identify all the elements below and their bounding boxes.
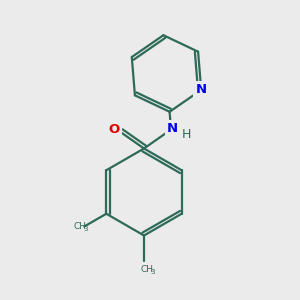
Text: CH: CH bbox=[140, 265, 153, 274]
Text: 3: 3 bbox=[83, 226, 88, 232]
Text: H: H bbox=[182, 128, 191, 141]
Text: O: O bbox=[108, 123, 120, 136]
Text: N: N bbox=[196, 83, 207, 97]
Text: CH: CH bbox=[74, 222, 87, 231]
Text: 3: 3 bbox=[150, 268, 154, 274]
Text: N: N bbox=[167, 122, 178, 135]
